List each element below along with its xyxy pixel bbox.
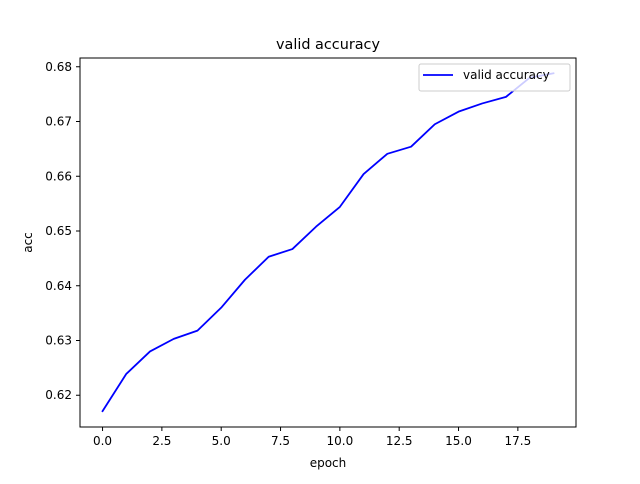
x-tick-label: 0.0 xyxy=(93,434,112,448)
y-axis-ticks: 0.62 0.63 0.64 0.65 0.66 0.67 0.68 xyxy=(45,60,80,402)
x-tick-label: 10.0 xyxy=(327,434,354,448)
x-axis-label: epoch xyxy=(310,456,347,470)
y-axis-label: acc xyxy=(21,232,35,253)
y-tick-label: 0.66 xyxy=(45,169,72,183)
series-line-0 xyxy=(101,72,555,413)
y-tick-label: 0.65 xyxy=(45,224,72,238)
legend-label: valid accuracy xyxy=(463,68,550,82)
x-tick-label: 12.5 xyxy=(386,434,413,448)
y-tick-label: 0.68 xyxy=(45,60,72,74)
y-tick-label: 0.63 xyxy=(45,333,72,347)
x-tick-label: 7.5 xyxy=(271,434,290,448)
plot-layer xyxy=(101,72,555,413)
legend-box xyxy=(418,63,571,92)
x-axis-ticks: 0.0 2.5 5.0 7.5 10.0 12.5 15.0 17.5 xyxy=(93,427,531,448)
x-tick-label: 17.5 xyxy=(504,434,531,448)
x-tick-label: 15.0 xyxy=(445,434,472,448)
chart-title: valid accuracy xyxy=(276,37,380,53)
y-tick-label: 0.62 xyxy=(45,388,72,402)
legend: valid accuracy xyxy=(418,63,571,92)
x-tick-label: 5.0 xyxy=(212,434,231,448)
y-tick-label: 0.64 xyxy=(45,279,72,293)
plot-area-frame xyxy=(79,57,577,428)
y-tick-label: 0.67 xyxy=(45,115,72,129)
x-tick-label: 2.5 xyxy=(152,434,171,448)
